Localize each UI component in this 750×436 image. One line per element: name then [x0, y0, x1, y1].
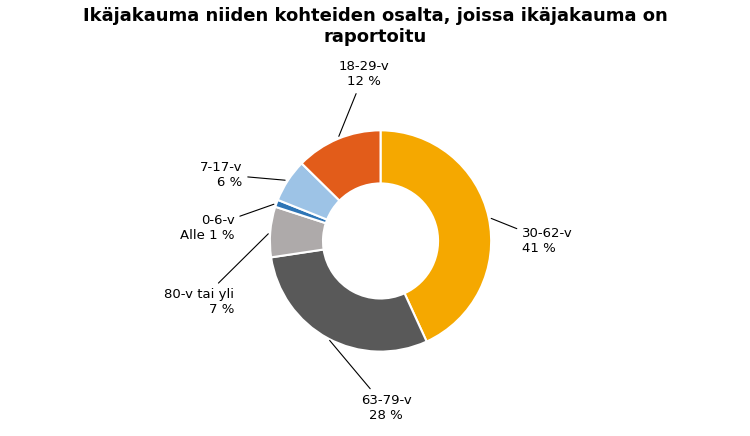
Title: Ikäjakauma niiden kohteiden osalta, joissa ikäjakauma on
raportoitu: Ikäjakauma niiden kohteiden osalta, jois… [82, 7, 668, 46]
Wedge shape [275, 200, 327, 223]
Wedge shape [302, 130, 380, 201]
Text: 30-62-v
41 %: 30-62-v 41 % [491, 218, 573, 255]
Text: 63-79-v
28 %: 63-79-v 28 % [330, 341, 412, 422]
Text: 18-29-v
12 %: 18-29-v 12 % [338, 60, 389, 136]
Wedge shape [271, 249, 427, 351]
Wedge shape [270, 207, 326, 257]
Text: 80-v tai yli
7 %: 80-v tai yli 7 % [164, 234, 268, 316]
Text: 7-17-v
6 %: 7-17-v 6 % [200, 160, 285, 189]
Wedge shape [278, 164, 340, 220]
Wedge shape [380, 130, 491, 341]
Text: 0-6-v
Alle 1 %: 0-6-v Alle 1 % [180, 204, 274, 242]
